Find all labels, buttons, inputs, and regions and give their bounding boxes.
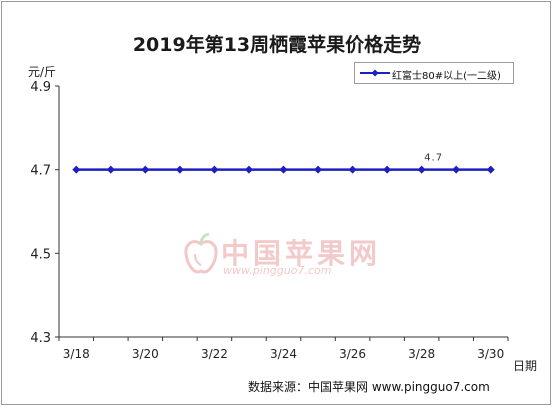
x-tick-label: 3/20 [132, 347, 159, 361]
x-tick-label: 3/24 [270, 347, 297, 361]
watermark-url: www.pingguo7.com [223, 264, 332, 277]
data-point [279, 165, 288, 174]
x-axis-unit: 日期 [513, 359, 538, 373]
watermark-text: 中国苹果网 [221, 237, 382, 270]
y-tick-label: 4.5 [30, 247, 51, 262]
data-point [244, 165, 253, 174]
apple-logo-icon [184, 232, 218, 274]
data-point [72, 165, 81, 174]
x-tick-label: 3/18 [63, 347, 90, 361]
data-point [452, 165, 461, 174]
data-point [175, 165, 184, 174]
x-tick-label: 3/26 [339, 347, 366, 361]
legend-swatch [360, 69, 390, 77]
data-point [383, 165, 392, 174]
chart-title: 2019年第13周栖霞苹果价格走势 [132, 34, 422, 56]
y-tick-label: 4.7 [30, 164, 51, 179]
legend-label: 红富士80#以上(一二级) [392, 71, 501, 82]
data-point [486, 165, 495, 174]
data-point [348, 165, 357, 174]
legend: 红富士80#以上(一二级) [354, 62, 514, 84]
watermark: 中国苹果网 www.pingguo7.com [183, 230, 383, 280]
data-source: 数据来源：中国苹果网 www.pingguo7.com [248, 380, 490, 394]
y-tick-label: 4.9 [30, 80, 51, 95]
data-point [417, 165, 426, 174]
y-axis-unit: 元/斤 [28, 65, 57, 79]
data-label: 4.7 [424, 153, 443, 164]
data-point [314, 165, 323, 174]
x-tick-label: 3/22 [201, 347, 228, 361]
data-point [210, 165, 219, 174]
y-tick-label: 4.3 [30, 331, 51, 346]
data-point [106, 165, 115, 174]
x-tick-label: 3/30 [477, 347, 504, 361]
x-tick-label: 3/28 [408, 347, 435, 361]
data-point [141, 165, 150, 174]
